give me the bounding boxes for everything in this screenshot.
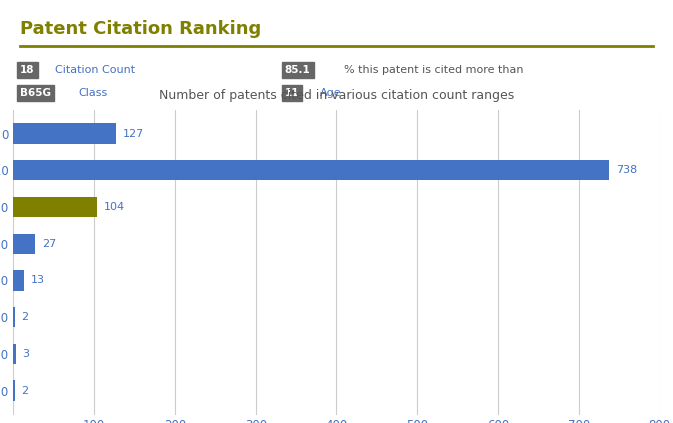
Bar <box>13 380 15 401</box>
Text: B65G: B65G <box>20 88 51 98</box>
Bar <box>13 307 15 327</box>
Bar <box>13 197 98 217</box>
Text: 2: 2 <box>22 312 29 322</box>
Text: 13: 13 <box>30 275 44 286</box>
Text: 27: 27 <box>42 239 56 249</box>
Bar <box>13 233 35 254</box>
Bar <box>13 124 116 144</box>
Bar <box>13 344 16 364</box>
Text: 18: 18 <box>20 65 34 75</box>
Bar <box>13 270 24 291</box>
Text: 85.1: 85.1 <box>285 65 310 75</box>
Text: 127: 127 <box>122 129 144 139</box>
Title: Number of patents cited in various citation count ranges: Number of patents cited in various citat… <box>159 88 514 102</box>
Text: 104: 104 <box>104 202 125 212</box>
Text: % this patent is cited more than: % this patent is cited more than <box>344 65 523 75</box>
Text: 11: 11 <box>285 88 299 98</box>
Text: 738: 738 <box>616 165 637 175</box>
Bar <box>13 160 610 180</box>
Text: Class: Class <box>79 88 108 98</box>
Text: Citation Count: Citation Count <box>55 65 135 75</box>
Text: 3: 3 <box>22 349 30 359</box>
Text: Age: Age <box>320 88 342 98</box>
Text: 2: 2 <box>22 386 29 396</box>
Text: Patent Citation Ranking: Patent Citation Ranking <box>20 19 261 38</box>
